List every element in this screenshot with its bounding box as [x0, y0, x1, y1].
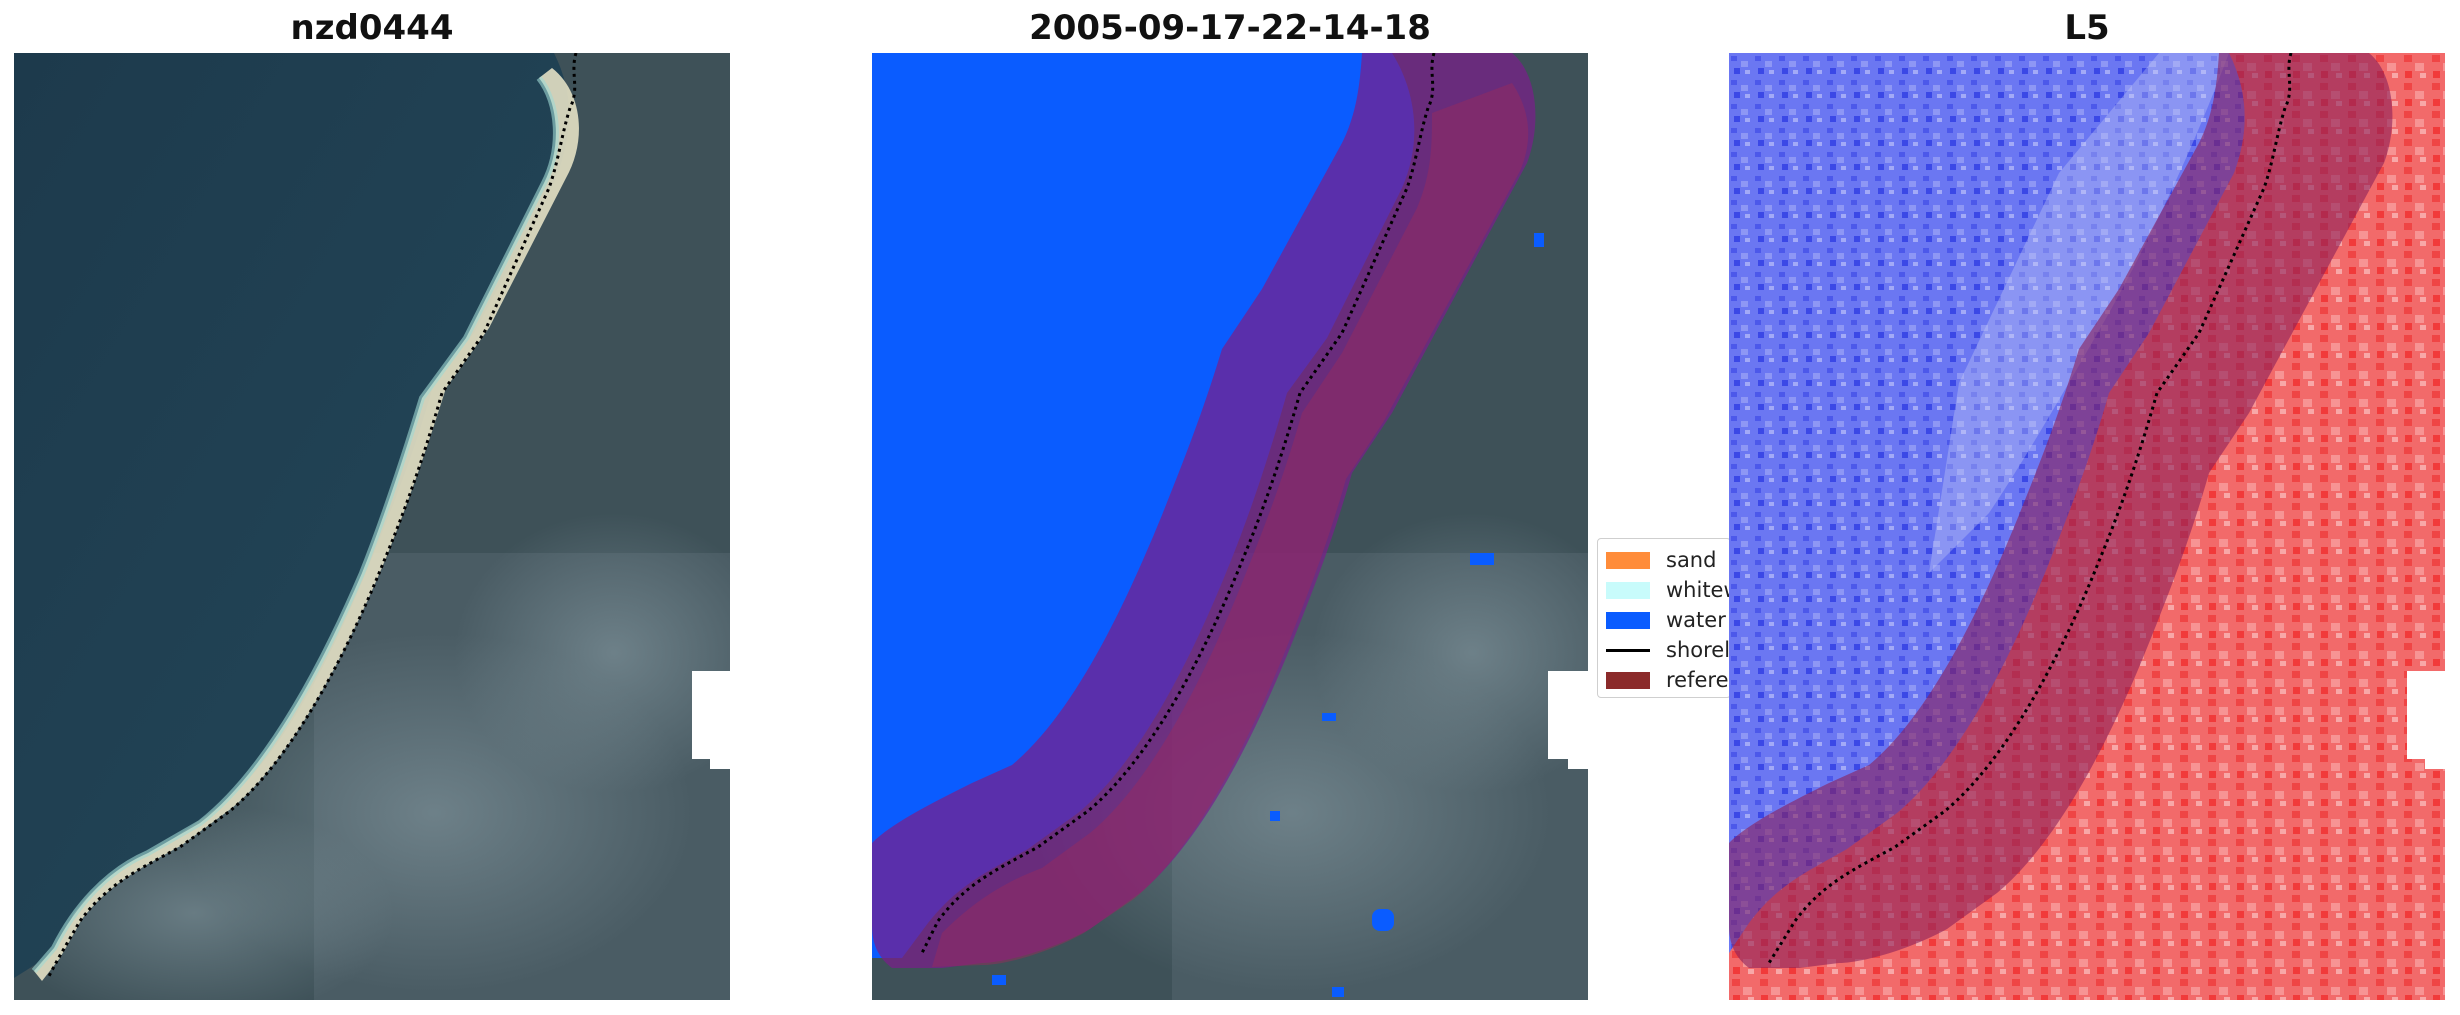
- panel-title-index: L5: [2064, 8, 2110, 48]
- legend-label-water: water: [1666, 608, 1726, 632]
- rgb-image-panel: [14, 53, 730, 1000]
- index-image: [1729, 53, 2445, 1000]
- classified-image: [872, 53, 1588, 1000]
- sand-swatch: [1606, 551, 1650, 569]
- water-swatch: [1606, 611, 1650, 629]
- legend-item-reference-buffer: reference shoreline buffer: [1606, 665, 1730, 695]
- legend-item-shoreline: shoreline: [1606, 635, 1730, 665]
- legend-label-sand: sand: [1666, 548, 1717, 572]
- shoreline-line-icon: [1606, 648, 1650, 652]
- rgb-image: [14, 53, 730, 1000]
- classified-image-panel: [872, 53, 1588, 1000]
- index-image-panel: [1729, 53, 2445, 1000]
- legend-item-water: water: [1606, 605, 1730, 635]
- panel-title-rgb: nzd0444: [290, 8, 454, 48]
- legend-item-sand: sand: [1606, 545, 1730, 575]
- reference-buffer-swatch: [1606, 671, 1650, 689]
- legend-label-reference-buffer: reference shoreline buffer: [1666, 668, 1730, 692]
- panel-title-classified: 2005-09-17-22-14-18: [1029, 8, 1431, 48]
- legend-label-shoreline: shoreline: [1666, 638, 1731, 662]
- whitewater-swatch: [1606, 581, 1650, 599]
